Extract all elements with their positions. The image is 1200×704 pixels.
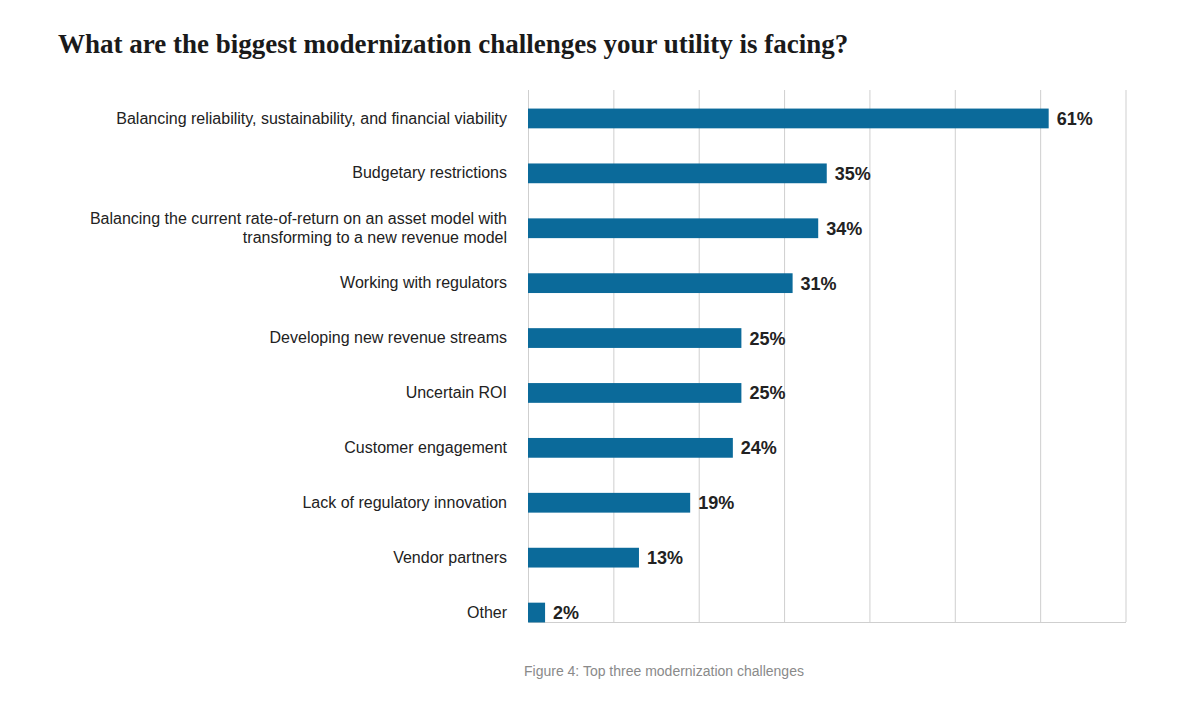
bar [528, 548, 639, 568]
data-label: 25% [749, 329, 785, 349]
data-label: 19% [698, 493, 734, 513]
bar [528, 328, 741, 348]
tick: Customer engagement [344, 439, 507, 456]
y-axis: Balancing reliability, sustainability, a… [90, 110, 508, 621]
tick: Uncertain ROI [406, 384, 507, 401]
bar [528, 109, 1049, 129]
tick-label: Balancing reliability, sustainability, a… [116, 110, 507, 127]
tick-label: Other [467, 604, 508, 621]
caption: Figure 4: Top three modernization challe… [524, 663, 804, 679]
title: What are the biggest modernization chall… [58, 29, 848, 59]
tick: Balancing the current rate-of-return on … [90, 210, 507, 246]
data-label: 34% [826, 219, 862, 239]
bar [528, 603, 545, 623]
data-label: 13% [647, 548, 683, 568]
tick-label: Developing new revenue streams [270, 329, 507, 346]
data-label: 31% [801, 274, 837, 294]
tick-label: Budgetary restrictions [352, 164, 507, 181]
tick-label: Uncertain ROI [406, 384, 507, 401]
grid-line [955, 90, 956, 622]
data-label: 61% [1057, 109, 1093, 129]
chart: What are the biggest modernization chall… [0, 0, 1200, 704]
tick: Balancing reliability, sustainability, a… [116, 110, 507, 127]
data-label: 35% [835, 164, 871, 184]
tick [1126, 90, 1127, 622]
axis-line [529, 622, 1127, 623]
data-labels: 61% 35% 34% 31% 25% 25% 24% 19% 13% 2% [553, 109, 1093, 623]
bar [528, 273, 793, 293]
tick-label: Working with regulators [340, 274, 507, 291]
tick: Developing new revenue streams [270, 329, 507, 346]
data-label: 2% [553, 603, 579, 623]
tick: Vendor partners [393, 549, 507, 566]
tick [955, 90, 956, 622]
tick: Working with regulators [340, 274, 507, 291]
tick: Lack of regulatory innovation [302, 494, 507, 511]
tick-label: Lack of regulatory innovation [302, 494, 507, 511]
grid-line [1040, 90, 1041, 622]
data-label: 24% [741, 438, 777, 458]
tick-label: Customer engagement [344, 439, 507, 456]
tick: Other [467, 604, 508, 621]
bar [528, 383, 741, 403]
tick-label: Vendor partners [393, 549, 507, 566]
tick-label: Balancing the current rate-of-return on … [90, 210, 507, 246]
bar [528, 438, 733, 458]
tick [1040, 90, 1041, 622]
bar [528, 163, 827, 183]
bars [528, 109, 1049, 623]
data-label: 25% [749, 383, 785, 403]
bar [528, 493, 690, 513]
grid-line [1126, 90, 1127, 622]
tick: Budgetary restrictions [352, 164, 507, 181]
x-axis [529, 90, 1127, 623]
bar [528, 218, 818, 238]
